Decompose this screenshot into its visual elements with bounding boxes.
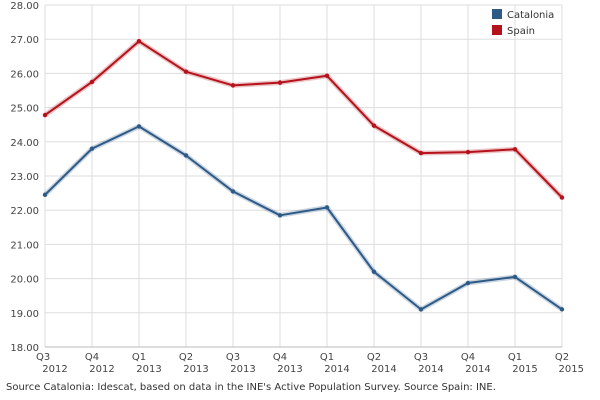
data-point [465, 280, 471, 286]
series-line-catalonia [44, 125, 563, 311]
data-point [277, 213, 283, 218]
series-shadow-catalonia [43, 123, 564, 312]
x-tick-quarter: Q2 [179, 352, 193, 363]
legend-swatch [492, 9, 502, 19]
x-tick-quarter: Q4 [273, 352, 287, 363]
data-point [465, 149, 471, 155]
line-chart: 18.00 19.00 20.00 21.00 22.00 23.00 24.00 25.00… [10, 1, 584, 375]
y-axis-ticks: 18.00 19.00 20.00 21.00 22.00 23.00 24.00 25.00… [10, 1, 39, 354]
x-tick-quarter: Q2 [555, 352, 569, 363]
y-tick-label: 19.00 [10, 309, 39, 320]
data-point [183, 153, 189, 158]
y-tick-label: 23.00 [10, 172, 39, 183]
legend-label: Spain [507, 26, 535, 37]
x-tick-quarter: Q4 [85, 352, 99, 363]
series-shadow-spain [43, 38, 564, 200]
data-point [42, 192, 48, 198]
x-tick-quarter: Q2 [367, 352, 381, 363]
x-tick-quarter: Q1 [508, 352, 522, 363]
source-note: Source Catalonia: Idescat, based on data… [6, 382, 496, 393]
data-point [559, 307, 565, 312]
data-point [89, 79, 95, 85]
grid-lines [44, 4, 563, 348]
x-tick-year: 2015 [512, 364, 537, 375]
x-tick-quarter: Q3 [414, 352, 428, 363]
legend-swatch [492, 25, 502, 35]
data-point [136, 39, 142, 44]
data-point [559, 195, 565, 200]
data-point [230, 189, 236, 194]
data-point [418, 307, 424, 312]
data-point [324, 205, 330, 210]
y-tick-label: 22.00 [10, 206, 39, 217]
y-tick-label: 21.00 [10, 240, 39, 251]
data-point [512, 147, 518, 152]
x-tick-year: 2014 [465, 364, 490, 375]
x-tick-year: 2012 [89, 364, 114, 375]
legend-label: Catalonia [507, 10, 554, 21]
y-tick-label: 25.00 [10, 104, 39, 115]
legend: Catalonia Spain [492, 9, 554, 37]
x-tick-year: 2013 [277, 364, 302, 375]
x-tick-quarter: Q3 [226, 352, 240, 363]
x-tick-year: 2013 [136, 364, 161, 375]
data-point [371, 123, 377, 128]
y-tick-label: 28.00 [10, 1, 39, 12]
data-point [89, 146, 95, 151]
x-axis-ticks: Q32012Q42012Q12013Q22013Q32013Q42013Q120… [36, 352, 584, 375]
data-point [277, 80, 283, 85]
series-line-spain [44, 40, 563, 199]
x-tick-quarter: Q1 [132, 352, 146, 363]
x-tick-year: 2014 [418, 364, 443, 375]
data-point [324, 73, 330, 78]
x-tick-quarter: Q3 [36, 352, 50, 363]
data-point [371, 269, 377, 274]
data-point [230, 83, 236, 88]
x-tick-year: 2014 [324, 364, 349, 375]
y-tick-label: 26.00 [10, 69, 39, 80]
y-tick-label: 20.00 [10, 275, 39, 286]
y-tick-label: 24.00 [10, 138, 39, 149]
x-tick-year: 2014 [371, 364, 396, 375]
data-point [418, 150, 424, 156]
series-lines [42, 38, 565, 312]
x-tick-quarter: Q1 [320, 352, 334, 363]
y-tick-label: 18.00 [10, 343, 39, 354]
y-tick-label: 27.00 [10, 35, 39, 46]
x-tick-year: 2013 [183, 364, 208, 375]
data-point [42, 112, 48, 118]
data-point [183, 69, 189, 74]
data-point [512, 274, 518, 280]
x-tick-year: 2015 [559, 364, 584, 375]
x-tick-year: 2013 [230, 364, 255, 375]
x-tick-year: 2012 [42, 364, 67, 375]
data-point [136, 124, 142, 129]
x-tick-quarter: Q4 [461, 352, 475, 363]
